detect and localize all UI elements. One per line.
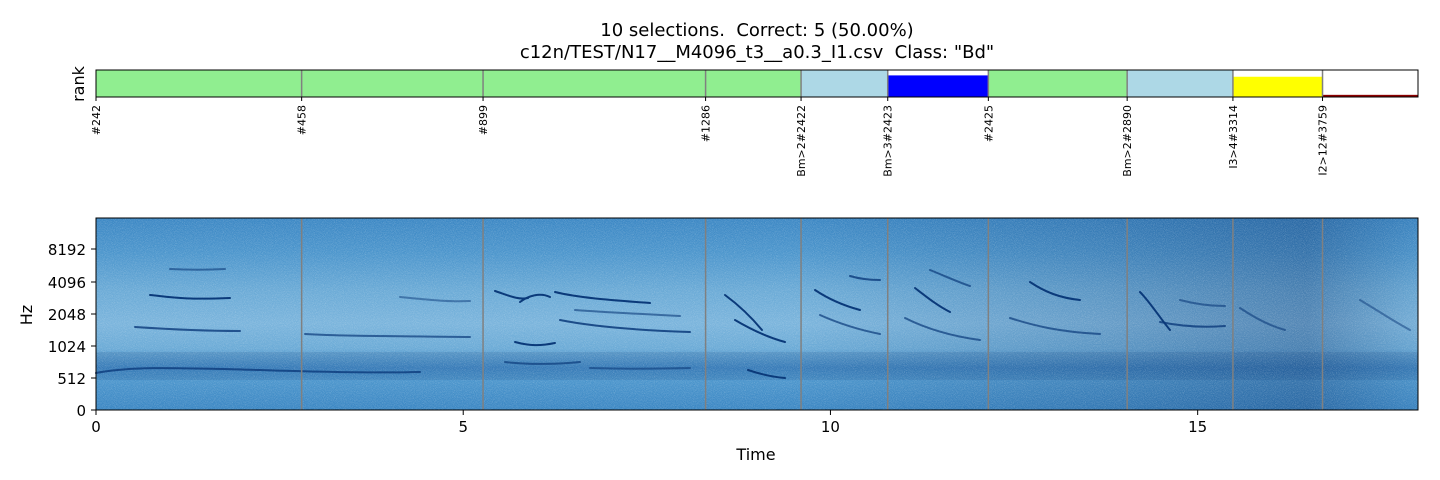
call-trace bbox=[1029, 281, 1081, 301]
call-trace bbox=[1159, 321, 1226, 328]
selection-label: #242 bbox=[90, 105, 103, 135]
y-axis: 8192 4096 2048 1024 512 0 Hz bbox=[17, 241, 96, 420]
x-tick-label: 0 bbox=[91, 418, 101, 436]
rank-panel-frame bbox=[95, 69, 1419, 98]
y-tick-label: 2048 bbox=[48, 306, 86, 324]
call-trace bbox=[734, 319, 786, 343]
rank-bars bbox=[96, 70, 1418, 97]
spectrogram-noise bbox=[96, 218, 1418, 410]
y-tick: 1024 bbox=[48, 338, 96, 356]
selection-label: #458 bbox=[296, 105, 309, 135]
call-trace bbox=[1009, 317, 1101, 335]
x-axis: Time 0 5 10 15 bbox=[91, 410, 1207, 464]
spectrogram-selection-boundaries bbox=[300, 218, 1324, 410]
rank-bar bbox=[96, 70, 302, 97]
call-trace bbox=[1179, 299, 1226, 307]
call-trace bbox=[849, 275, 881, 281]
selection-label: Bm>2#2890 bbox=[1121, 105, 1134, 177]
y-tick-label: 8192 bbox=[48, 241, 86, 259]
chart-title-line-1: 10 selections. Correct: 5 (50.00%) bbox=[600, 20, 914, 41]
call-trace bbox=[514, 341, 556, 347]
selection-label: #899 bbox=[477, 105, 490, 135]
rank-bar bbox=[1127, 70, 1233, 97]
selection-label: I2>12#3759 bbox=[1317, 105, 1330, 176]
call-trace bbox=[134, 326, 241, 332]
call-trace bbox=[149, 294, 231, 300]
call-trace bbox=[1239, 307, 1286, 331]
y-tick: 2048 bbox=[48, 306, 96, 324]
y-tick: 8192 bbox=[48, 241, 96, 259]
rank-bar bbox=[483, 70, 706, 97]
call-trace bbox=[554, 291, 651, 304]
call-trace bbox=[724, 294, 763, 331]
call-trace bbox=[574, 309, 681, 317]
y-tick-label: 4096 bbox=[48, 274, 86, 292]
selection-label: Bm>3#2423 bbox=[882, 105, 895, 177]
chart-title-line-2: c12n/TEST/N17__M4096_t3__a0.3_I1.csv Cla… bbox=[519, 42, 995, 63]
call-trace bbox=[504, 361, 581, 365]
selection-label: #2425 bbox=[982, 105, 995, 142]
y-tick-label: 512 bbox=[57, 370, 86, 388]
selection-label: #1286 bbox=[700, 105, 713, 142]
call-trace bbox=[747, 369, 786, 379]
call-trace bbox=[814, 289, 861, 311]
rank-bar bbox=[1322, 94, 1418, 97]
rank-bar bbox=[988, 70, 1128, 97]
x-tick-label: 5 bbox=[458, 418, 468, 436]
spectrogram-calls bbox=[95, 268, 1411, 379]
call-trace bbox=[95, 367, 421, 374]
y-tick: 0 bbox=[76, 402, 96, 420]
call-trace bbox=[399, 296, 471, 303]
call-trace bbox=[914, 287, 951, 313]
call-trace bbox=[169, 268, 226, 271]
rank-bar bbox=[301, 70, 484, 97]
y-tick: 4096 bbox=[48, 274, 96, 292]
selection-label: I3>4#3314 bbox=[1227, 105, 1240, 169]
y-axis-label: Hz bbox=[17, 305, 36, 325]
call-trace bbox=[519, 293, 551, 303]
rank-bar bbox=[705, 70, 802, 97]
y-tick: 512 bbox=[57, 370, 96, 388]
selection-labels: #242 #458 #899 #1286 Bm>2#2422 Bm>3#2423 #2425… bbox=[90, 97, 1330, 177]
call-trace bbox=[904, 317, 981, 341]
rank-axis-label: rank bbox=[69, 65, 88, 102]
spectrogram-panel: 8192 4096 2048 1024 512 0 Hz bbox=[17, 217, 1419, 464]
call-trace bbox=[304, 333, 471, 338]
rank-panel: rank #242 #458 #899 #1286 Bm>2#2422 Bm>3#2423… bbox=[69, 65, 1419, 177]
y-tick-label: 0 bbox=[76, 402, 86, 420]
selection-label: Bm>2#2422 bbox=[795, 105, 808, 177]
x-axis-label: Time bbox=[735, 445, 775, 464]
x-tick-label: 15 bbox=[1188, 418, 1207, 436]
rank-bar bbox=[887, 75, 989, 97]
call-trace bbox=[819, 314, 881, 335]
x-tick-label: 10 bbox=[821, 418, 840, 436]
call-trace bbox=[1139, 291, 1171, 331]
rank-bar bbox=[1232, 76, 1323, 97]
y-tick-label: 1024 bbox=[48, 338, 86, 356]
call-trace bbox=[929, 269, 971, 287]
call-trace bbox=[1359, 299, 1411, 331]
call-trace bbox=[589, 367, 691, 370]
rank-bar bbox=[801, 70, 888, 97]
call-trace bbox=[559, 319, 691, 333]
